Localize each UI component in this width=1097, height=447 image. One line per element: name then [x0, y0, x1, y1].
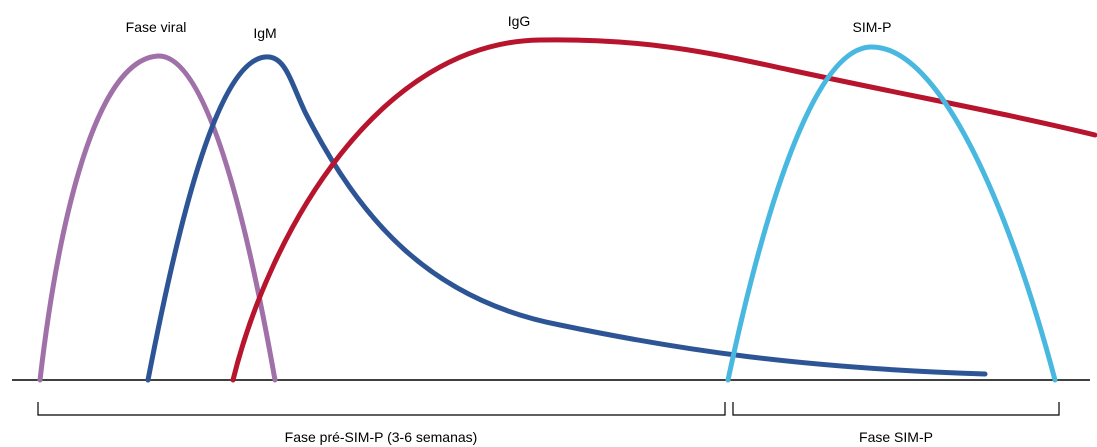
label-phase-sim-p: Fase SIM-P — [859, 429, 933, 445]
bracket-pre-sim-p — [37, 402, 726, 416]
label-igm: IgM — [253, 25, 276, 41]
bracket-sim-p — [732, 402, 1060, 416]
curve-fase-viral — [37, 53, 278, 383]
label-igg: IgG — [508, 13, 531, 29]
curve-sim-p — [725, 44, 1058, 383]
label-phase-pre-sim-p: Fase pré-SIM-P (3-6 semanas) — [285, 429, 478, 445]
label-sim-p: SIM-P — [853, 19, 892, 35]
label-fase-viral: Fase viral — [126, 19, 187, 35]
curve-igm — [145, 54, 988, 383]
curve-igg — [230, 37, 1097, 383]
